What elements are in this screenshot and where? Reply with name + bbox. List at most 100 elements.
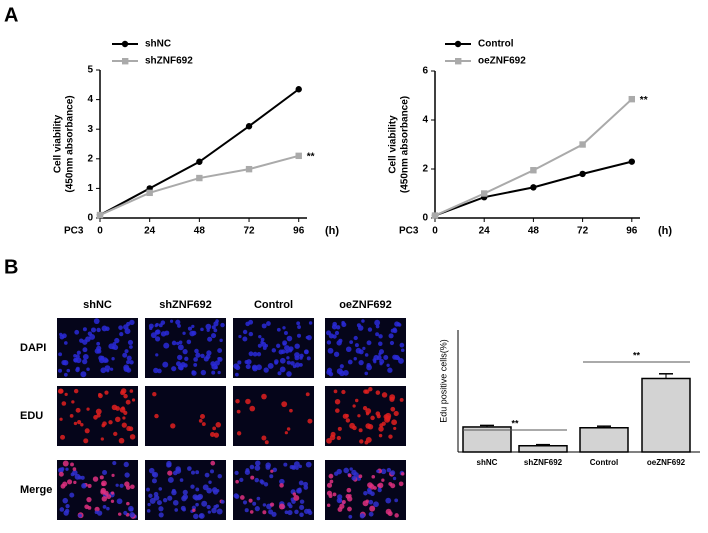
cell — [242, 329, 248, 335]
cell — [245, 321, 250, 327]
cell — [393, 426, 397, 431]
cell — [326, 330, 332, 336]
cell — [216, 508, 223, 515]
cell — [326, 340, 332, 345]
cell — [213, 321, 219, 327]
row-label: EDU — [20, 410, 43, 422]
cell — [82, 353, 89, 360]
cell — [245, 364, 251, 370]
cell — [87, 331, 93, 336]
cell — [292, 492, 297, 496]
legend-label: oeZNF692 — [478, 56, 526, 67]
cell — [175, 468, 182, 474]
cell — [129, 389, 134, 393]
cell — [291, 499, 296, 504]
cell — [326, 369, 332, 375]
cell — [176, 341, 180, 346]
cell — [264, 440, 269, 445]
cell — [126, 367, 132, 373]
cell — [399, 397, 404, 402]
cell — [110, 491, 115, 495]
cell — [100, 437, 104, 441]
cell — [102, 421, 107, 426]
panel-label: B — [4, 256, 18, 278]
cell — [122, 416, 126, 420]
cell — [371, 474, 376, 479]
cell — [394, 513, 399, 518]
cell — [248, 498, 253, 503]
cell — [151, 478, 157, 484]
x-tick-label: 96 — [293, 226, 305, 237]
legend-label: Control — [478, 39, 514, 50]
cell — [191, 330, 197, 336]
cell — [151, 472, 157, 477]
cell — [235, 365, 241, 371]
cell — [186, 339, 192, 345]
cell — [127, 339, 134, 346]
cell — [288, 346, 294, 352]
cell — [92, 476, 99, 482]
cell — [191, 324, 195, 329]
cell — [362, 406, 368, 411]
cell — [207, 336, 213, 342]
cell — [76, 350, 81, 355]
x-tick-label: 48 — [194, 226, 206, 237]
y-axis-label: Cell viability — [53, 114, 64, 173]
cell — [236, 409, 241, 414]
cell — [146, 487, 150, 492]
cell — [326, 437, 332, 444]
cell — [330, 431, 336, 437]
cell — [361, 319, 365, 323]
cell — [236, 431, 242, 436]
cell — [244, 360, 249, 365]
cell — [269, 502, 275, 507]
cell — [167, 495, 173, 501]
cell — [75, 366, 80, 371]
cell — [122, 352, 128, 358]
cell — [118, 325, 123, 330]
cell — [200, 327, 204, 332]
legend-marker — [454, 40, 462, 48]
cell — [328, 494, 333, 498]
cell — [381, 478, 385, 482]
cell — [201, 500, 208, 507]
cell — [239, 477, 244, 482]
cell — [111, 473, 115, 478]
cell — [299, 499, 305, 504]
cell — [256, 351, 262, 357]
cell — [117, 512, 122, 516]
cell — [362, 346, 366, 351]
cell — [255, 460, 261, 467]
cell — [249, 510, 254, 514]
bar — [462, 426, 512, 453]
cell — [386, 467, 392, 473]
marker — [96, 211, 104, 219]
row-label: DAPI — [20, 342, 46, 354]
cell — [200, 353, 205, 359]
y-axis-label: (450nm absorbance) — [400, 96, 411, 193]
cell — [126, 426, 132, 432]
cell — [284, 431, 288, 435]
cell — [203, 356, 209, 362]
cell — [180, 505, 186, 511]
x-tick-label: 0 — [432, 226, 438, 237]
cell — [353, 357, 357, 361]
cell — [62, 359, 69, 366]
cell — [259, 479, 264, 484]
cell — [261, 323, 267, 329]
cell — [195, 502, 199, 507]
cell — [210, 361, 216, 367]
cell — [82, 327, 87, 332]
cell — [210, 460, 216, 466]
cell — [279, 483, 284, 488]
cell — [69, 414, 74, 418]
cell — [115, 483, 119, 487]
cell — [62, 497, 69, 504]
cell — [378, 433, 383, 438]
cell — [110, 499, 115, 503]
cell — [373, 354, 379, 361]
cell — [347, 359, 353, 365]
cell — [180, 362, 186, 368]
cell — [390, 406, 396, 412]
